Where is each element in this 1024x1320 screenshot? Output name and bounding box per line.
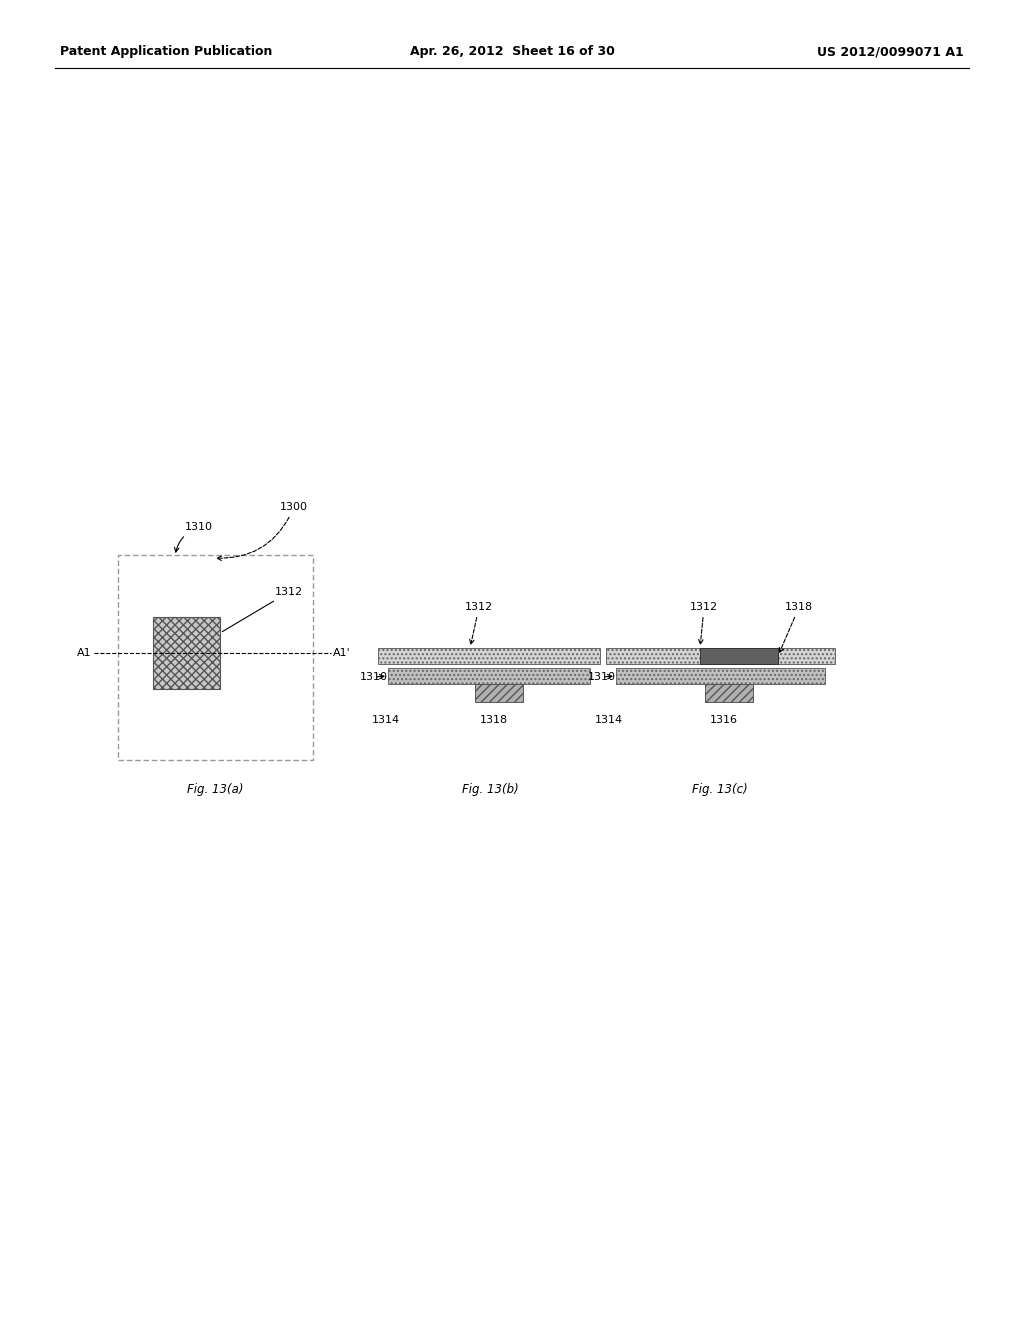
Bar [705,684,753,702]
Text: A1': A1' [333,648,351,657]
Text: Fig. 13(c): Fig. 13(c) [692,784,748,796]
Text: US 2012/0099071 A1: US 2012/0099071 A1 [817,45,964,58]
Text: 1314: 1314 [372,715,400,725]
Text: 1318: 1318 [480,715,508,725]
Text: Fig. 13(a): Fig. 13(a) [186,784,244,796]
Text: Apr. 26, 2012  Sheet 16 of 30: Apr. 26, 2012 Sheet 16 of 30 [410,45,614,58]
Bar [388,668,590,684]
Text: Patent Application Publication: Patent Application Publication [60,45,272,58]
Text: 1312: 1312 [465,602,494,644]
Bar [700,648,778,664]
Text: 1310: 1310 [588,672,616,682]
Bar [606,648,835,664]
Text: 1316: 1316 [710,715,738,725]
Text: 1314: 1314 [595,715,624,725]
Bar [475,684,523,702]
Text: 1318: 1318 [779,602,813,652]
Text: 1312: 1312 [222,587,303,631]
Text: A1: A1 [78,648,92,657]
Bar [616,668,825,684]
Text: 1310: 1310 [174,521,213,552]
Bar [153,616,220,689]
Bar [118,554,313,760]
Text: 1310: 1310 [360,672,388,682]
Text: 1300: 1300 [217,502,308,561]
Bar [378,648,600,664]
Text: Fig. 13(b): Fig. 13(b) [462,784,518,796]
Text: 1312: 1312 [690,602,718,644]
